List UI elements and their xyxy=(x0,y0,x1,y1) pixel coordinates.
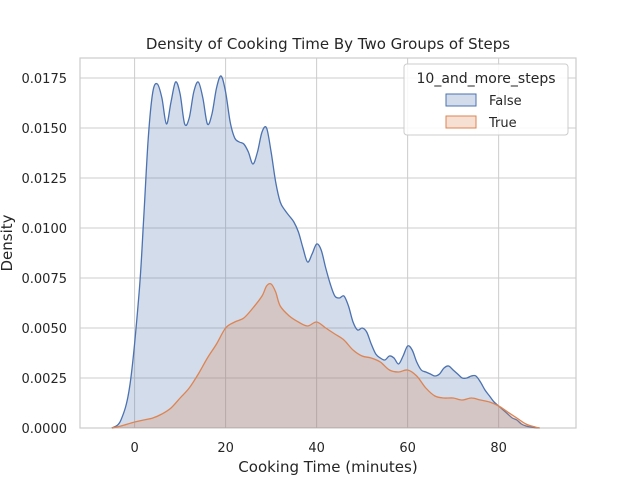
legend-label-true: True xyxy=(488,116,517,131)
legend-swatch-true xyxy=(445,115,477,129)
legend-swatch-false xyxy=(445,93,477,107)
x-tick-label: 40 xyxy=(308,441,325,456)
y-tick-label: 0.0150 xyxy=(22,122,68,137)
legend: 10_and_more_steps False True xyxy=(403,63,569,136)
y-tick-label: 0.0025 xyxy=(22,372,68,387)
x-tick-label: 20 xyxy=(217,441,234,456)
y-tick-label: 0.0175 xyxy=(22,72,68,87)
y-tick-label: 0.0075 xyxy=(22,272,68,287)
y-tick-labels: 0.0000 0.0025 0.0050 0.0075 0.0100 0.0125 0.01… xyxy=(22,72,68,437)
y-tick-label: 0.0125 xyxy=(22,172,68,187)
x-axis-label: Cooking Time (minutes) xyxy=(238,458,417,476)
legend-box xyxy=(403,63,569,136)
legend-title: 10_and_more_steps xyxy=(417,71,556,87)
density-line-true xyxy=(111,282,540,429)
x-tick-label: 80 xyxy=(490,441,507,456)
chart-title: Density of Cooking Time By Two Groups of… xyxy=(146,35,510,53)
y-tick-label: 0.0000 xyxy=(22,422,68,437)
x-tick-label: 0 xyxy=(130,441,138,456)
y-tick-label: 0.0100 xyxy=(22,222,68,237)
y-tick-label: 0.0050 xyxy=(22,322,68,337)
x-tick-labels: 0 20 40 60 80 xyxy=(130,441,506,456)
series-layer xyxy=(111,75,540,429)
density-area-true xyxy=(111,283,540,428)
y-axis-label: Density xyxy=(0,214,16,271)
legend-label-false: False xyxy=(489,94,522,109)
x-tick-label: 60 xyxy=(399,441,416,456)
density-line-false xyxy=(111,75,540,429)
